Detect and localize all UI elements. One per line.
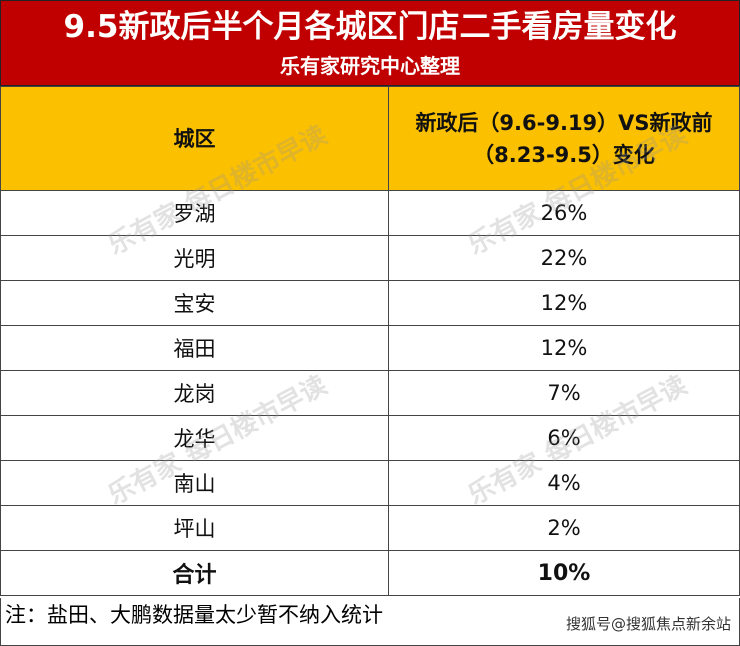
title-band: 9.5新政后半个月各城区门店二手看房量变化 乐有家研究中心整理 [0,0,740,86]
page-title: 9.5新政后半个月各城区门店二手看房量变化 [63,9,677,45]
data-table: 城区 新政后（9.6-9.19）VS新政前 （8.23-9.5）变化 罗湖 26% 光… [0,86,740,596]
source-credit: 搜狐号@搜狐焦点新余站 [565,615,731,633]
total-change: 10% [388,550,740,596]
header-change-line2: （8.23-9.5）变化 [473,142,655,167]
page-subtitle: 乐有家研究中心整理 [280,54,460,78]
district-cell: 福田 [0,325,389,371]
table-row: 宝安 12% [0,280,740,326]
header-change: 新政后（9.6-9.19）VS新政前 （8.23-9.5）变化 [388,86,740,191]
table-row: 龙华 6% [0,415,740,461]
district-cell: 龙岗 [0,370,389,416]
table-row: 龙岗 7% [0,370,740,416]
footnote: 注：盐田、大鹏数据量太少暂不纳入统计 搜狐号@搜狐焦点新余站 [0,598,740,646]
table-row: 光明 22% [0,235,740,281]
total-label: 合计 [0,550,389,596]
change-cell: 12% [388,280,740,326]
change-cell: 7% [388,370,740,416]
district-cell: 罗湖 [0,190,389,236]
total-row: 合计 10% [0,550,740,596]
change-cell: 22% [388,235,740,281]
district-cell: 坪山 [0,505,389,551]
table-row: 坪山 2% [0,505,740,551]
table-row: 福田 12% [0,325,740,371]
note-text: 注：盐田、大鹏数据量太少暂不纳入统计 [5,603,383,627]
district-cell: 南山 [0,460,389,506]
table-row: 罗湖 26% [0,190,740,236]
change-cell: 6% [388,415,740,461]
table-row: 南山 4% [0,460,740,506]
header-change-line1: 新政后（9.6-9.19）VS新政前 [415,110,713,135]
district-cell: 龙华 [0,415,389,461]
table-header: 城区 新政后（9.6-9.19）VS新政前 （8.23-9.5）变化 [0,86,740,191]
district-cell: 光明 [0,235,389,281]
district-cell: 宝安 [0,280,389,326]
header-district: 城区 [0,86,389,191]
change-cell: 12% [388,325,740,371]
change-cell: 2% [388,505,740,551]
change-cell: 26% [388,190,740,236]
change-cell: 4% [388,460,740,506]
